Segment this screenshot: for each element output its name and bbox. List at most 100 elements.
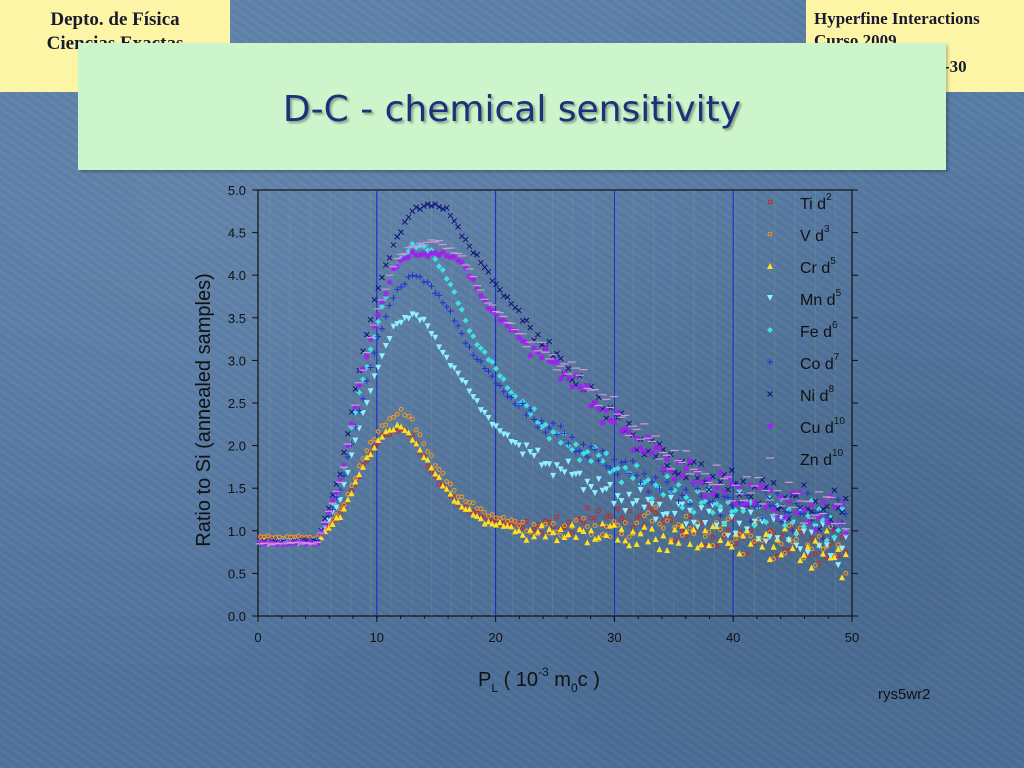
- data-point: [394, 233, 401, 240]
- legend-label: V d3: [800, 224, 830, 245]
- data-point: [371, 296, 378, 303]
- data-point: [439, 266, 446, 273]
- y-tick-label: 5.0: [228, 183, 246, 198]
- data-point: [508, 389, 515, 396]
- data-point: [766, 496, 773, 503]
- data-point: [459, 494, 465, 500]
- data-point: [599, 447, 606, 454]
- data-point: [622, 507, 629, 514]
- data-point: [436, 466, 442, 472]
- data-point: [766, 534, 773, 541]
- data-point: [664, 479, 671, 486]
- data-point: [816, 543, 823, 550]
- data-point: [405, 248, 412, 255]
- data-point: [428, 283, 435, 290]
- data-point: [470, 500, 476, 506]
- data-point: [592, 515, 598, 521]
- data-point: [531, 533, 538, 540]
- data-point: [325, 508, 332, 515]
- legend-marker: [767, 263, 773, 269]
- data-point: [816, 513, 823, 520]
- data-point: [439, 482, 446, 489]
- series-ni-d: [257, 201, 849, 546]
- data-point: [641, 470, 648, 477]
- data-point: [562, 523, 567, 529]
- data-point: [504, 432, 511, 439]
- data-point: [493, 310, 500, 317]
- data-point: [405, 214, 412, 221]
- data-point: [363, 454, 370, 461]
- data-point: [752, 538, 757, 544]
- data-point: [588, 527, 595, 534]
- data-point: [367, 388, 374, 395]
- data-point: [386, 279, 393, 286]
- data-point: [709, 509, 716, 516]
- data-point: [508, 523, 515, 530]
- data-point: [352, 437, 359, 444]
- data-point: [325, 524, 332, 531]
- data-point: [531, 405, 538, 412]
- data-point: [686, 457, 693, 464]
- data-point: [439, 249, 446, 256]
- data-point: [702, 493, 709, 500]
- data-point: [486, 513, 491, 519]
- data-point: [531, 416, 538, 423]
- data-point: [724, 494, 731, 501]
- data-point: [466, 505, 473, 512]
- data-point: [660, 511, 667, 518]
- data-point: [717, 469, 724, 476]
- data-point: [371, 333, 378, 340]
- data-point: [496, 519, 503, 526]
- legend-label: Zn d10: [800, 448, 844, 469]
- data-point: [531, 522, 537, 527]
- data-point: [823, 518, 830, 525]
- data-point: [683, 465, 690, 472]
- x-tick-label: 10: [370, 630, 384, 645]
- data-point: [337, 487, 344, 494]
- data-point: [409, 272, 416, 279]
- data-point: [797, 525, 803, 531]
- data-point: [675, 458, 682, 465]
- data-point: [386, 302, 393, 309]
- data-point: [743, 526, 750, 533]
- data-point: [477, 515, 484, 522]
- data-point: [725, 486, 731, 493]
- data-point: [485, 268, 492, 275]
- data-point: [831, 503, 838, 510]
- data-point: [679, 504, 686, 511]
- data-point: [565, 530, 572, 537]
- data-point: [785, 497, 792, 504]
- data-point: [344, 443, 351, 450]
- legend-label: Ni d8: [800, 384, 834, 405]
- data-point: [705, 508, 712, 515]
- data-point: [724, 539, 731, 546]
- data-point: [648, 501, 655, 508]
- data-point: [721, 520, 728, 527]
- data-point: [561, 430, 568, 437]
- data-point: [584, 454, 591, 461]
- data-point: [831, 487, 838, 493]
- data-point: [656, 501, 663, 508]
- data-point: [432, 463, 438, 468]
- data-point: [367, 364, 374, 371]
- data-point: [789, 545, 796, 552]
- data-point: [489, 307, 496, 314]
- data-point: [538, 522, 545, 529]
- legend-label-sup: 6: [832, 320, 838, 331]
- data-point: [557, 375, 564, 382]
- data-point: [839, 509, 845, 516]
- legend-entry: Co d7: [767, 352, 840, 373]
- data-point: [679, 528, 685, 534]
- data-point: [379, 325, 386, 332]
- data-point: [542, 421, 549, 428]
- data-point: [667, 467, 674, 474]
- data-point: [420, 316, 427, 323]
- data-point: [341, 462, 348, 469]
- data-point: [516, 307, 522, 314]
- data-point: [614, 471, 621, 478]
- data-point: [458, 330, 465, 337]
- data-point: [557, 526, 564, 533]
- data-point: [686, 540, 693, 547]
- data-point: [778, 518, 785, 525]
- data-point: [417, 252, 424, 259]
